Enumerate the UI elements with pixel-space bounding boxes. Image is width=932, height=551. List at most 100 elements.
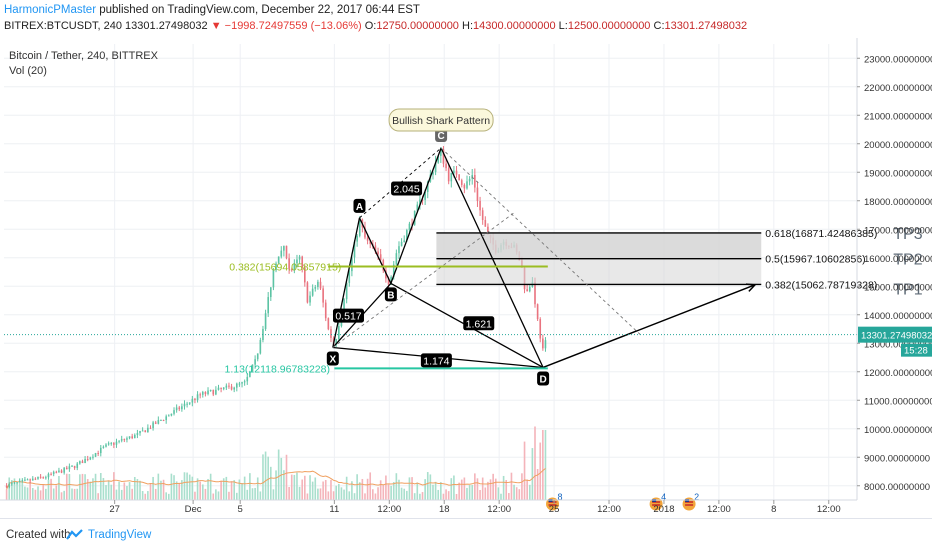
candle-body bbox=[68, 466, 71, 470]
pattern-point-marker[interactable] bbox=[537, 371, 550, 386]
volume-bar bbox=[481, 477, 484, 500]
volume-bar bbox=[47, 480, 50, 500]
candle-body bbox=[534, 282, 536, 305]
candle-body bbox=[474, 174, 476, 188]
candle-body bbox=[424, 191, 426, 200]
candle-body bbox=[259, 340, 262, 354]
volume-bar bbox=[280, 457, 283, 500]
volume-bar bbox=[52, 488, 55, 500]
volume-bar bbox=[343, 489, 345, 500]
volume-bar bbox=[513, 484, 515, 500]
volume-bar bbox=[497, 487, 500, 500]
volume-ma-line bbox=[6, 468, 546, 490]
volume-bar bbox=[191, 476, 194, 500]
volume-bar bbox=[123, 482, 126, 500]
pattern-point-marker[interactable] bbox=[353, 198, 366, 213]
candle-body bbox=[285, 245, 288, 259]
candle-body bbox=[175, 407, 178, 411]
candle-body bbox=[92, 456, 94, 458]
candle-body bbox=[235, 383, 238, 388]
candle-body bbox=[293, 263, 296, 271]
countdown-label: 15:28 bbox=[904, 346, 928, 357]
candle-body bbox=[421, 199, 424, 201]
volume-bar bbox=[369, 472, 372, 500]
volume-bar bbox=[508, 493, 510, 500]
legend-volume[interactable]: Vol (20) bbox=[9, 65, 47, 77]
volume-bar bbox=[311, 481, 314, 500]
candle-body bbox=[296, 259, 298, 264]
volume-bar bbox=[5, 489, 8, 500]
volume-bar bbox=[81, 473, 84, 500]
volume-bar bbox=[24, 486, 26, 500]
volume-bar bbox=[133, 476, 136, 500]
candle-body bbox=[403, 240, 406, 242]
candle-body bbox=[526, 289, 528, 292]
target-zone-lower[interactable] bbox=[436, 258, 762, 285]
y-tick-label: 18000.00000000 bbox=[864, 197, 932, 208]
pattern-leg-cd[interactable] bbox=[440, 147, 544, 368]
volume-bar bbox=[403, 488, 406, 500]
candle-body bbox=[225, 385, 228, 388]
published-text: published on TradingView.com, December 2… bbox=[96, 4, 420, 16]
symbol-label[interactable]: BITREX:BTCUSDT, 240 bbox=[4, 20, 122, 32]
ratio-badge[interactable] bbox=[420, 353, 452, 368]
pattern-leg-bc[interactable] bbox=[390, 147, 442, 284]
volume-bar bbox=[505, 480, 508, 500]
pattern-leg-ab[interactable] bbox=[358, 217, 392, 284]
low-value: 12500.00000000 bbox=[567, 20, 651, 32]
volume-bar bbox=[144, 493, 147, 500]
candle-body bbox=[238, 383, 241, 385]
volume-bar bbox=[11, 480, 13, 500]
candle-body bbox=[351, 257, 353, 272]
volume-bar bbox=[460, 479, 463, 500]
volume-bar bbox=[322, 481, 324, 500]
candle-body bbox=[544, 340, 547, 349]
legend-title[interactable]: Bitcoin / Tether, 240, BITTREX bbox=[9, 50, 159, 62]
volume-bar bbox=[466, 487, 468, 500]
volume-bar bbox=[304, 475, 306, 500]
tradingview-logo-icon[interactable] bbox=[66, 528, 84, 542]
candle-body bbox=[170, 413, 173, 416]
x-tick-label: 27 bbox=[109, 504, 120, 515]
price-chart[interactable]: 0.618(16871.42486385) TP3 0.5(15967.106028… bbox=[0, 38, 932, 518]
trend-line-dashed[interactable] bbox=[332, 211, 516, 348]
author-link[interactable]: HarmonicPMaster bbox=[4, 4, 97, 16]
candle-body bbox=[442, 149, 445, 164]
volume-bar bbox=[424, 479, 426, 500]
pattern-callout[interactable] bbox=[388, 108, 494, 132]
volume-bar bbox=[518, 489, 521, 500]
candle-body bbox=[348, 271, 351, 283]
volume-bar bbox=[149, 483, 152, 500]
ratio-badge[interactable] bbox=[391, 181, 423, 196]
volume-bar bbox=[484, 487, 487, 500]
y-tick-label: 20000.00000000 bbox=[864, 140, 932, 151]
volume-bar bbox=[31, 487, 34, 500]
volume-bar bbox=[68, 474, 71, 500]
candle-body bbox=[301, 256, 304, 268]
candle-body bbox=[395, 253, 398, 265]
pattern-point-marker[interactable] bbox=[384, 287, 397, 302]
volume-bar bbox=[539, 442, 542, 500]
ratio-badge[interactable] bbox=[332, 308, 364, 323]
volume-bar bbox=[141, 491, 144, 500]
ratio-badge[interactable] bbox=[463, 316, 495, 331]
volume-bar bbox=[277, 449, 280, 500]
volume-bar bbox=[453, 475, 455, 500]
pattern-point-marker[interactable] bbox=[326, 351, 339, 366]
candle-body bbox=[314, 287, 317, 289]
target-zone-upper[interactable] bbox=[436, 232, 762, 259]
last-price-tag-label: 13301.27498032 bbox=[861, 331, 932, 342]
candle-body bbox=[304, 267, 306, 283]
volume-bar bbox=[416, 482, 419, 500]
candle-body bbox=[481, 210, 484, 221]
projection-arrow[interactable] bbox=[542, 284, 756, 369]
tradingview-brand-link[interactable]: TradingView bbox=[88, 529, 152, 541]
candle-body bbox=[222, 387, 225, 389]
volume-bar bbox=[358, 482, 361, 500]
created-with-label: Created with bbox=[6, 529, 71, 541]
pattern-leg-xa[interactable] bbox=[332, 217, 361, 348]
candle-body bbox=[136, 433, 139, 435]
last-price-tag bbox=[858, 326, 932, 343]
volume-bar bbox=[113, 472, 115, 500]
candle-body bbox=[408, 223, 411, 231]
